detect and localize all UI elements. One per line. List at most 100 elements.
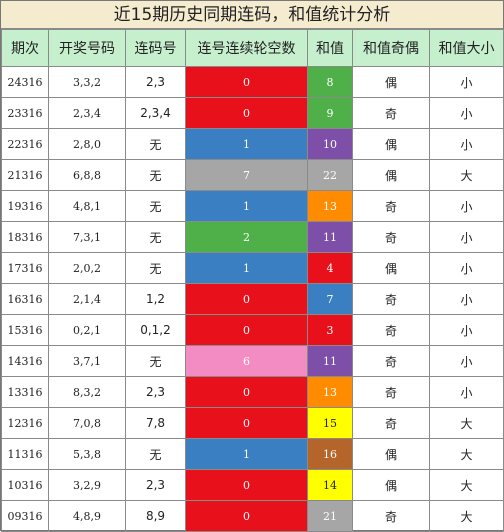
issue-cell: 15316 (1, 314, 49, 346)
he-cell: 9 (307, 97, 353, 129)
issue-cell: 10316 (1, 469, 49, 501)
header-numbers: 开奖号码 (48, 29, 126, 67)
issue-cell: 22316 (1, 128, 49, 160)
header-he: 和值 (307, 29, 353, 67)
odd-even-cell: 奇 (352, 283, 430, 315)
numbers-cell: 6,8,8 (48, 159, 126, 191)
table-row: 11316 5,3,8 无 1 16 偶大 (1, 438, 504, 470)
size-cell: 小 (429, 376, 504, 408)
issue-cell: 13316 (1, 376, 49, 408)
issue-cell: 23316 (1, 97, 49, 129)
lun-cell: 0 (185, 314, 308, 346)
issue-cell: 21316 (1, 159, 49, 191)
size-cell: 大 (429, 469, 504, 501)
lun-cell: 1 (185, 128, 308, 160)
he-cell: 11 (307, 221, 353, 253)
he-cell: 14 (307, 469, 353, 501)
header-issue: 期次 (1, 29, 49, 67)
lianma-cell: 无 (125, 252, 186, 284)
numbers-cell: 8,3,2 (48, 376, 126, 408)
issue-cell: 12316 (1, 407, 49, 439)
header-size: 和值大小 (429, 29, 504, 67)
he-cell: 10 (307, 128, 353, 160)
numbers-cell: 2,1,4 (48, 283, 126, 315)
lun-cell: 0 (185, 407, 308, 439)
odd-even-cell: 奇 (352, 376, 430, 408)
lianma-cell: 2,3,4 (125, 97, 186, 129)
size-cell: 小 (429, 97, 504, 129)
header-lun: 连号连续轮空数 (185, 29, 308, 67)
lun-cell: 1 (185, 438, 308, 470)
lianma-cell: 无 (125, 128, 186, 160)
lianma-cell: 无 (125, 159, 186, 191)
table-row: 12316 7,0,8 7,8 0 15 奇大 (1, 407, 504, 439)
numbers-cell: 4,8,1 (48, 190, 126, 222)
lianma-cell: 2,3 (125, 376, 186, 408)
header-odd-even: 和值奇偶 (352, 29, 430, 67)
issue-cell: 17316 (1, 252, 49, 284)
table-row: 13316 8,3,2 2,3 0 13 奇小 (1, 376, 504, 408)
odd-even-cell: 偶 (352, 128, 430, 160)
he-cell: 11 (307, 345, 353, 377)
lianma-cell: 无 (125, 438, 186, 470)
lianma-cell: 2,3 (125, 66, 186, 98)
numbers-cell: 3,2,9 (48, 469, 126, 501)
issue-cell: 14316 (1, 345, 49, 377)
header-lianma: 连码号 (125, 29, 186, 67)
odd-even-cell: 奇 (352, 314, 430, 346)
lun-cell: 0 (185, 66, 308, 98)
issue-cell: 18316 (1, 221, 49, 253)
size-cell: 小 (429, 221, 504, 253)
odd-even-cell: 偶 (352, 159, 430, 191)
odd-even-cell: 奇 (352, 345, 430, 377)
he-cell: 13 (307, 376, 353, 408)
lun-cell: 7 (185, 159, 308, 191)
numbers-cell: 7,0,8 (48, 407, 126, 439)
he-cell: 22 (307, 159, 353, 191)
odd-even-cell: 奇 (352, 190, 430, 222)
numbers-cell: 0,2,1 (48, 314, 126, 346)
lianma-cell: 8,9 (125, 500, 186, 532)
page-title: 近15期历史同期连码，和值统计分析 (1, 1, 503, 29)
odd-even-cell: 偶 (352, 66, 430, 98)
lianma-cell: 无 (125, 190, 186, 222)
header-row: 期次 开奖号码 连码号 连号连续轮空数 和值 和值奇偶 和值大小 (1, 29, 504, 67)
table-row: 21316 6,8,8 无 7 22 偶大 (1, 159, 504, 191)
table-row: 14316 3,7,1 无 6 11 奇小 (1, 345, 504, 377)
he-cell: 4 (307, 252, 353, 284)
lianma-cell: 0,1,2 (125, 314, 186, 346)
table-row: 18316 7,3,1 无 2 11 奇小 (1, 221, 504, 253)
lianma-cell: 1,2 (125, 283, 186, 315)
he-cell: 7 (307, 283, 353, 315)
lun-cell: 2 (185, 221, 308, 253)
size-cell: 大 (429, 500, 504, 532)
table-row: 23316 2,3,4 2,3,4 0 9 奇小 (1, 97, 504, 129)
size-cell: 小 (429, 283, 504, 315)
lun-cell: 0 (185, 283, 308, 315)
size-cell: 小 (429, 314, 504, 346)
table-row: 22316 2,8,0 无 1 10 偶小 (1, 128, 504, 160)
issue-cell: 16316 (1, 283, 49, 315)
he-cell: 13 (307, 190, 353, 222)
table-row: 15316 0,2,1 0,1,2 0 3 奇小 (1, 314, 504, 346)
lianma-cell: 无 (125, 345, 186, 377)
size-cell: 小 (429, 190, 504, 222)
lianma-cell: 无 (125, 221, 186, 253)
he-cell: 21 (307, 500, 353, 532)
odd-even-cell: 偶 (352, 469, 430, 501)
lianma-cell: 7,8 (125, 407, 186, 439)
size-cell: 小 (429, 66, 504, 98)
size-cell: 大 (429, 438, 504, 470)
table-row: 24316 3,3,2 2,3 0 8 偶小 (1, 66, 504, 98)
lun-cell: 0 (185, 376, 308, 408)
lun-cell: 6 (185, 345, 308, 377)
he-cell: 8 (307, 66, 353, 98)
numbers-cell: 7,3,1 (48, 221, 126, 253)
lun-cell: 0 (185, 500, 308, 532)
numbers-cell: 2,8,0 (48, 128, 126, 160)
he-cell: 3 (307, 314, 353, 346)
he-cell: 16 (307, 438, 353, 470)
lun-cell: 1 (185, 190, 308, 222)
lun-cell: 0 (185, 97, 308, 129)
